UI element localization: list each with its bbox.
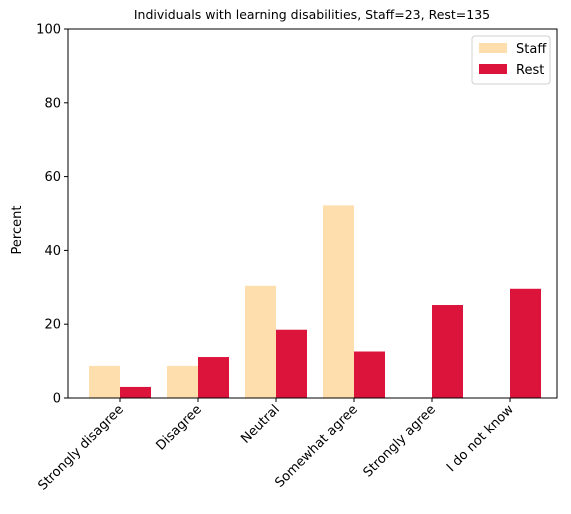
bar-staff-1 — [167, 365, 198, 398]
y-tick-label-3: 60 — [44, 170, 61, 185]
y-axis: 0 20 40 60 80 100 — [36, 23, 68, 407]
y-tick-label-4: 80 — [44, 96, 61, 111]
y-tick-label-2: 40 — [44, 244, 61, 259]
y-tick-label-0: 0 — [53, 392, 61, 407]
bar-rest-2 — [276, 329, 307, 398]
bar-rest-0 — [120, 386, 151, 398]
bar-rest-4 — [432, 305, 463, 398]
y-tick-label-1: 20 — [44, 318, 61, 333]
plot-frame — [67, 28, 558, 399]
bar-rest-3 — [354, 351, 385, 398]
y-tick-label-5: 100 — [36, 23, 61, 38]
bar-staff-3 — [323, 205, 354, 398]
legend: Staff Rest — [471, 35, 551, 85]
legend-swatch-rest — [479, 64, 507, 74]
bar-staff-0 — [89, 365, 120, 398]
bar-staff-2 — [245, 285, 276, 398]
bar-rest-1 — [198, 357, 229, 398]
bar-rest-5 — [510, 288, 541, 398]
legend-label-staff: Staff — [516, 42, 547, 57]
plot-area — [89, 205, 541, 398]
legend-swatch-staff — [479, 43, 507, 53]
legend-label-rest: Rest — [516, 63, 544, 78]
chart-title: Individuals with learning disabilities, … — [134, 7, 490, 22]
y-axis-label: Percent — [10, 206, 25, 255]
